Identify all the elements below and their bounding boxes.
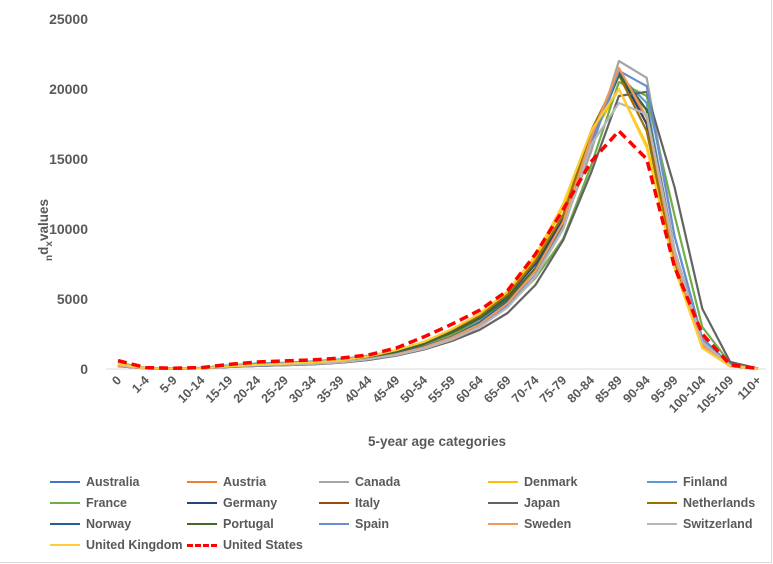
x-tick-label: 25-29	[259, 373, 292, 406]
x-tick-label: 110+	[735, 373, 764, 402]
x-tick-label: 60-64	[453, 373, 486, 406]
legend-item: Japan	[488, 494, 560, 512]
legend-item: Italy	[319, 494, 380, 512]
x-tick-label: 90-94	[620, 373, 653, 406]
legend-label: Finland	[683, 475, 728, 489]
x-tick-label: 50-54	[398, 373, 431, 406]
legend-label: Australia	[86, 475, 140, 489]
y-tick-label: 25000	[49, 11, 88, 27]
legend-label: Germany	[223, 496, 278, 510]
legend-swatch	[50, 544, 80, 546]
legend-item: Denmark	[488, 473, 578, 491]
legend-swatch	[647, 502, 677, 504]
x-tick-label: 55-59	[426, 373, 459, 406]
series-line-united-states	[117, 129, 759, 371]
legend-item: Portugal	[187, 515, 274, 533]
series-line-france	[117, 80, 759, 370]
x-axis-title: 5-year age categories	[368, 434, 506, 449]
legend-swatch	[488, 481, 518, 483]
series-line-japan	[117, 90, 759, 370]
legend-item: Australia	[50, 473, 140, 491]
legend-swatch	[647, 481, 677, 483]
legend-label: Norway	[86, 517, 132, 531]
x-axis-ticks: 0 1-4 5-910-1415-1920-2425-2930-3435-3940-…	[109, 373, 764, 415]
legend-item: Netherlands	[647, 494, 755, 512]
legend-swatch	[488, 523, 518, 525]
y-tick-label: 20000	[49, 81, 88, 97]
legend-label: Spain	[355, 517, 390, 531]
legend-item: Finland	[647, 473, 727, 491]
x-tick-label: 40-44	[342, 373, 375, 406]
series-lines	[117, 59, 759, 371]
x-tick-label: 1-4	[129, 373, 152, 396]
legend-label: France	[86, 496, 127, 510]
legend-label: Denmark	[524, 475, 578, 489]
legend-label: Portugal	[223, 517, 274, 531]
legend-label: Japan	[524, 496, 561, 510]
series-line-united-kingdom	[117, 87, 759, 370]
legend-swatch	[50, 502, 80, 504]
legend-item: Canada	[319, 473, 400, 491]
legend-swatch	[187, 481, 217, 483]
legend-label: Austria	[223, 475, 267, 489]
x-tick-label: 30-34	[286, 373, 319, 406]
y-axis-title-subscript: x	[44, 241, 55, 247]
legend-swatch	[319, 481, 349, 483]
legend-swatch	[50, 481, 80, 483]
legend-item: Switzerland	[647, 515, 752, 533]
legend-swatch	[647, 523, 677, 525]
legend-item: France	[50, 494, 127, 512]
legend-label: Switzerland	[683, 517, 753, 531]
legend-swatch	[187, 523, 217, 525]
legend-label: Canada	[355, 475, 401, 489]
legend-item: Sweden	[488, 515, 571, 533]
legend-item: Norway	[50, 515, 131, 533]
legend-label: United Kingdom	[86, 538, 183, 552]
legend-item: United Kingdom	[50, 536, 183, 554]
x-tick-label: 35-39	[314, 373, 347, 406]
legend-swatch	[319, 523, 349, 525]
y-tick-label: 0	[80, 361, 88, 377]
x-tick-label: 45-49	[370, 373, 403, 406]
legend-label: United States	[223, 538, 303, 552]
x-tick-label: 65-69	[481, 373, 514, 406]
x-tick-label: 5-9	[157, 373, 180, 396]
x-tick-label: 15-19	[203, 373, 236, 406]
y-axis-title-prefix: n	[44, 255, 55, 261]
x-tick-label: 75-79	[537, 373, 570, 406]
x-tick-label: 70-74	[509, 373, 542, 406]
y-axis-title-suffix: values	[36, 199, 51, 241]
legend-item: United States	[187, 536, 303, 554]
x-tick-label: 0	[109, 373, 124, 388]
legend-swatch	[187, 543, 217, 547]
y-tick-label: 10000	[49, 221, 88, 237]
legend-label: Italy	[355, 496, 381, 510]
legend-item: Germany	[187, 494, 277, 512]
legend-swatch	[50, 523, 80, 525]
y-axis-ticks: 0 5000 10000 15000 20000 25000	[49, 11, 88, 377]
series-line-denmark	[117, 87, 759, 370]
y-axis-title-main: d	[36, 247, 51, 255]
y-tick-label: 5000	[57, 291, 88, 307]
x-tick-label: 10-14	[175, 373, 208, 406]
legend-label: Netherlands	[683, 496, 756, 510]
legend-swatch	[187, 502, 217, 504]
y-axis-title: ndxvalues	[36, 199, 55, 261]
legend-item: Spain	[319, 515, 389, 533]
legend-swatch	[488, 502, 518, 504]
x-tick-label: 80-84	[565, 373, 598, 406]
y-tick-label: 15000	[49, 151, 88, 167]
legend-item: Austria	[187, 473, 266, 491]
legend-label: Sweden	[524, 517, 572, 531]
legend-swatch	[319, 502, 349, 504]
x-tick-label: 20-24	[231, 373, 264, 406]
x-tick-label: 85-89	[592, 373, 625, 406]
